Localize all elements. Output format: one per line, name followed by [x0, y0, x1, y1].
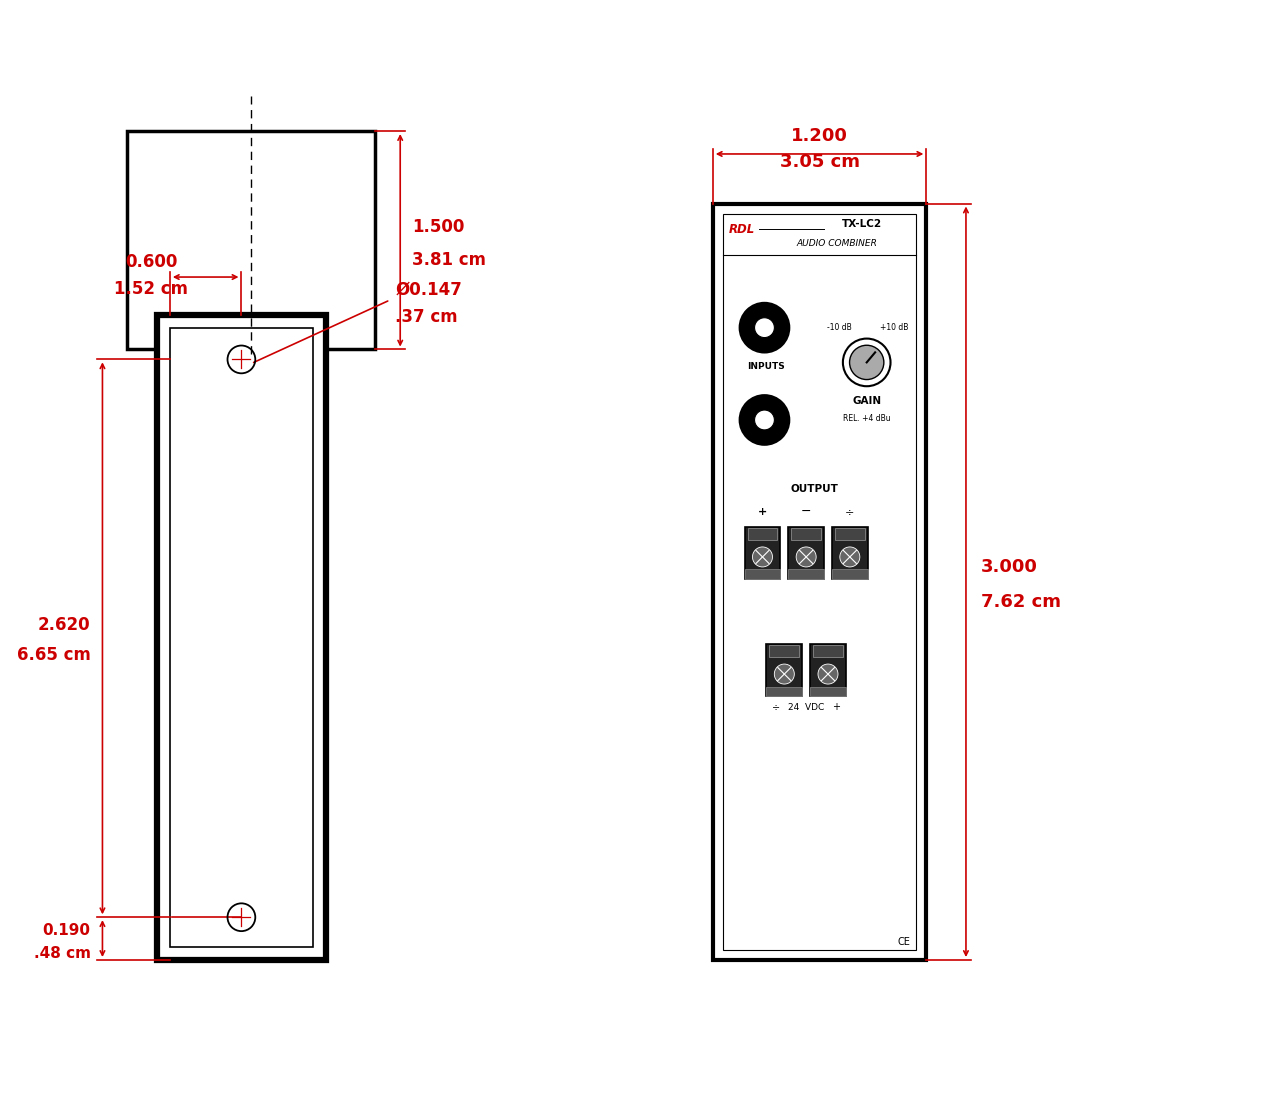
Bar [767, 686, 803, 696]
Circle shape [754, 410, 774, 430]
Bar [745, 570, 781, 579]
Text: 2.620: 2.620 [38, 616, 91, 635]
Text: REL. +4 dBu: REL. +4 dBu [844, 414, 891, 423]
Text: Ø0.147: Ø0.147 [396, 281, 462, 299]
Text: OUTPUT: OUTPUT [791, 484, 838, 494]
Bar [769, 646, 799, 657]
Text: ÷: ÷ [772, 702, 781, 712]
Bar [170, 327, 312, 946]
Circle shape [740, 395, 790, 445]
Circle shape [753, 547, 773, 567]
Text: .48 cm: .48 cm [33, 946, 91, 961]
Text: +: + [758, 507, 767, 517]
Text: CE: CE [899, 937, 911, 948]
Circle shape [754, 317, 774, 337]
Text: INPUTS: INPUTS [748, 362, 786, 371]
Bar [810, 645, 846, 696]
Bar [127, 131, 375, 349]
Text: 0.190: 0.190 [42, 923, 91, 938]
Text: +: + [832, 702, 840, 712]
Bar [745, 527, 781, 579]
Circle shape [796, 547, 817, 567]
Text: 3.05 cm: 3.05 cm [780, 153, 860, 171]
Bar [767, 645, 803, 696]
Bar [832, 527, 868, 579]
Bar [723, 213, 916, 950]
Circle shape [840, 547, 860, 567]
Circle shape [850, 345, 884, 380]
Text: TX-LC2: TX-LC2 [842, 220, 882, 229]
Bar [813, 646, 844, 657]
Bar [157, 315, 326, 960]
Text: 7.62 cm: 7.62 cm [980, 593, 1061, 610]
Text: 0.600: 0.600 [125, 254, 177, 271]
Text: +10 dB: +10 dB [881, 323, 909, 332]
Text: -10 dB: -10 dB [827, 323, 851, 332]
Text: 24  VDC: 24 VDC [788, 703, 824, 712]
Circle shape [740, 303, 790, 352]
Bar [791, 528, 820, 539]
Bar [832, 570, 868, 579]
Bar [810, 686, 846, 696]
Circle shape [818, 664, 838, 684]
Bar [713, 203, 927, 960]
Text: GAIN: GAIN [852, 396, 881, 406]
Text: RDL: RDL [728, 223, 755, 236]
Text: 6.65 cm: 6.65 cm [17, 647, 91, 664]
Bar [748, 528, 777, 539]
Text: 3.81 cm: 3.81 cm [412, 251, 486, 269]
Text: 1.500: 1.500 [412, 219, 465, 236]
Bar [788, 570, 824, 579]
Text: ÷: ÷ [845, 507, 855, 517]
Text: .37 cm: .37 cm [396, 307, 458, 326]
Bar [835, 528, 865, 539]
Bar [788, 527, 824, 579]
Text: 3.000: 3.000 [980, 558, 1038, 575]
Circle shape [844, 338, 891, 386]
Text: −: − [801, 505, 812, 518]
Text: 1.52 cm: 1.52 cm [114, 280, 188, 298]
Circle shape [774, 664, 795, 684]
Text: AUDIO COMBINER: AUDIO COMBINER [796, 238, 877, 248]
Text: 1.200: 1.200 [791, 127, 847, 145]
